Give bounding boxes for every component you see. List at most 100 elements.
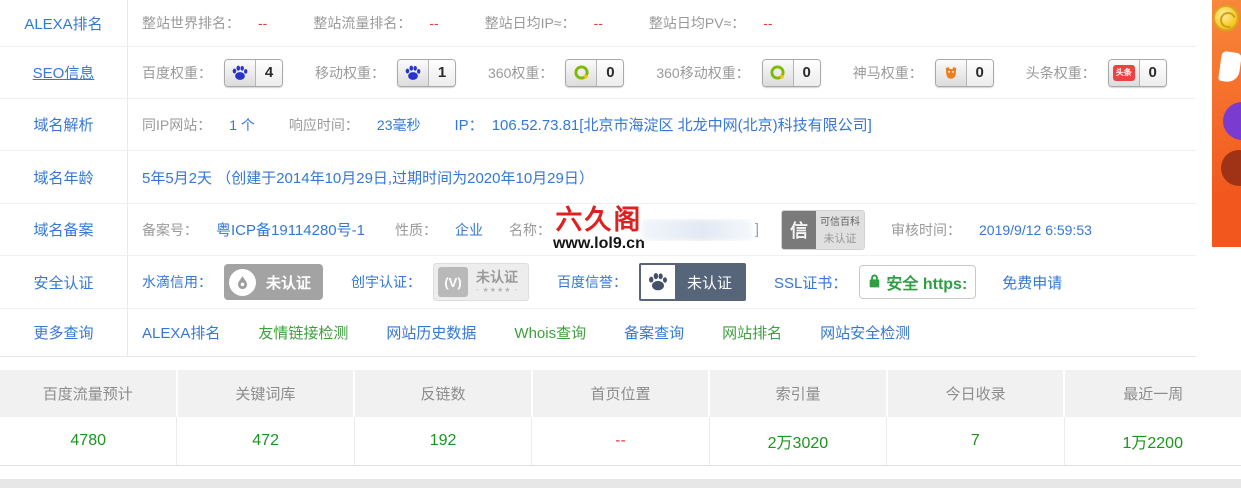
icp-number-link[interactable]: 粤ICP备19114280号-1	[216, 222, 365, 239]
row-content-alexa: 整站世界排名： -- 整站流量排名： -- 整站日均IP≈： -- 整站日均PV…	[127, 0, 1196, 46]
toutiao-weight-badge[interactable]: 头条 0	[1107, 58, 1167, 87]
badge-label: 移动权重：	[315, 64, 385, 81]
trust-encyclopedia-badge[interactable]: 信 可信百科 未认证	[781, 209, 866, 250]
field-daily-pv: 整站日均PV≈： --	[649, 13, 773, 33]
badge-label: 头条权重：	[1025, 64, 1096, 81]
val-baidu-traffic: 4780	[0, 417, 178, 465]
field-label: 审核时间：	[891, 221, 962, 238]
field-label: 整站流量排名：	[313, 15, 412, 31]
badge-mobile-weight: 移动权重： 1	[315, 58, 456, 87]
badge-value: 0	[597, 59, 624, 86]
ad-banner[interactable]	[1212, 0, 1241, 247]
shenma-weight-badge[interactable]: 0	[934, 58, 994, 87]
row-dns: 域名解析 同IP网站： 1 个 响应时间： 23毫秒 IP： 106.52.73…	[0, 99, 1196, 151]
row-content-seo: 百度权重： 4 移动权重： 1 360权重：	[127, 47, 1196, 98]
ssl-badge[interactable]: 安全 https:	[859, 265, 977, 299]
field-value: --	[429, 15, 439, 31]
baidu-weight-badge[interactable]: 4	[224, 58, 283, 87]
360-weight-badge[interactable]: 0	[565, 58, 625, 87]
field-value: 23毫秒	[376, 116, 421, 133]
baidu-paw-icon	[225, 59, 256, 86]
field-label: 整站日均IP≈：	[484, 15, 576, 31]
link-site-history[interactable]: 网站历史数据	[386, 325, 477, 342]
xin-seal-icon: 信	[782, 210, 817, 249]
val-backlinks: 192	[354, 417, 533, 465]
field-label: 同IP网站：	[142, 116, 212, 133]
field-label: 备案号：	[142, 221, 198, 238]
watermark-url: www.lol9.cn	[552, 235, 645, 252]
row-label-seo-link[interactable]: SEO信息	[32, 65, 95, 82]
mobile-weight-badge[interactable]: 1	[397, 58, 456, 87]
badge-label: 360权重：	[488, 64, 554, 81]
row-label-icp: 域名备案	[33, 222, 94, 239]
row-alexa: ALEXA排名 整站世界排名： -- 整站流量排名： -- 整站日均IP≈： -…	[0, 0, 1196, 47]
field-value: --	[763, 15, 773, 31]
field-ip-address: IP： 106.52.73.81[北京市海淀区 北龙中网(北京)科技有限公司]	[455, 114, 872, 135]
v-laurel-icon: (V)	[438, 267, 469, 297]
360-mobile-weight-badge[interactable]: 0	[761, 58, 821, 87]
val-index-volume: 2万3020	[709, 417, 888, 465]
toutiao-icon: 头条	[1108, 59, 1140, 86]
link-whois[interactable]: Whois查询	[514, 325, 587, 342]
field-value: 企业	[454, 221, 483, 238]
col-last-week: 最近一周	[1065, 370, 1241, 417]
site-info-panel: ALEXA排名 整站世界排名： -- 整站流量排名： -- 整站日均IP≈： -…	[0, 0, 1196, 357]
chuangyu-badge[interactable]: (V) 未认证 - ★★★★ -	[433, 263, 530, 301]
badge-label: 神马权重：	[852, 64, 923, 81]
shuidi-badge[interactable]: 未认证	[224, 264, 324, 300]
censored-bracket: ]	[754, 221, 760, 238]
field-value[interactable]: 1 个	[229, 116, 255, 133]
censored-company-name	[640, 218, 753, 241]
row-icp: 域名备案 备案号： 粤ICP备19114280号-1 性质： 企业 名称： 六久…	[0, 204, 1196, 256]
baidu-stats-table: 百度流量预计 关键词库 反链数 首页位置 索引量 今日收录 最近一周 4780 …	[0, 370, 1241, 466]
col-homepage-position: 首页位置	[532, 370, 711, 417]
security-label: SSL证书：	[774, 274, 848, 292]
field-value: --	[258, 15, 268, 31]
shuidi-credit: 水滴信用： 未认证	[142, 264, 324, 300]
row-label-domain-age: 域名年龄	[33, 169, 94, 187]
field-value: 2019/9/12 6:59:53	[979, 221, 1092, 238]
badge-baidu-weight: 百度权重： 4	[142, 58, 283, 87]
row-content-more: ALEXA排名 友情链接检测 网站历史数据 Whois查询 备案查询 网站排名 …	[127, 309, 1196, 356]
field-icp-number: 备案号： 粤ICP备19114280号-1	[142, 219, 365, 240]
ip-address-link[interactable]: 106.52.73.81[北京市海淀区 北龙中网(北京)科技有限公司]	[491, 117, 872, 134]
badge-value: 1	[429, 59, 455, 86]
field-daily-ip: 整站日均IP≈： --	[485, 13, 603, 33]
row-domain-age: 域名年龄 5年5月2天 （创建于2014年10月29日,过期时间为2020年10…	[0, 151, 1196, 204]
chuangyu-cert: 创宇认证： (V) 未认证 - ★★★★ -	[351, 263, 530, 301]
gold-coin-icon	[1213, 5, 1239, 31]
col-baidu-traffic: 百度流量预计	[0, 370, 178, 417]
shenma-owl-icon	[935, 59, 967, 86]
ssl-text: 安全 https:	[886, 276, 968, 293]
link-friend-links-check[interactable]: 友情链接检测	[258, 325, 349, 342]
watermark-title: 六久阁	[555, 205, 643, 235]
badge-360-mobile-weight: 360移动权重： 0	[656, 58, 821, 87]
link-icp-lookup[interactable]: 备案查询	[624, 325, 685, 342]
free-apply-link[interactable]: 免费申请	[1002, 274, 1063, 292]
row-content-security: 水滴信用： 未认证 创宇认证： (V) 未认证 - ★★★★ -	[127, 256, 1196, 308]
baidu-paw-icon	[398, 59, 429, 86]
ad-darkred-circle	[1221, 150, 1241, 186]
col-index-volume: 索引量	[710, 370, 888, 417]
badge-value: 0	[966, 59, 993, 86]
field-value: --	[593, 15, 603, 31]
watermark: 六久阁 www.lol9.cn	[553, 207, 645, 252]
col-today-indexed: 今日收录	[887, 370, 1066, 417]
row-label-more: 更多查询	[33, 325, 94, 342]
baidu-reputation-badge[interactable]: 未认证	[639, 263, 747, 301]
360-ring-icon	[762, 59, 794, 86]
row-content-icp: 备案号： 粤ICP备19114280号-1 性质： 企业 名称： 六久阁 www…	[127, 204, 1196, 255]
ad-art-shape	[1218, 50, 1241, 84]
security-label: 创宇认证：	[351, 274, 422, 290]
col-keyword-lib: 关键词库	[177, 370, 356, 417]
bottom-scrollbar-track[interactable]	[0, 479, 1241, 488]
badge-text: 未认证	[266, 274, 312, 292]
link-site-rank[interactable]: 网站排名	[722, 325, 783, 342]
link-alexa-rank[interactable]: ALEXA排名	[142, 325, 221, 342]
link-site-security-check[interactable]: 网站安全检测	[820, 325, 911, 342]
val-last-week: 1万2200	[1064, 417, 1241, 465]
badge-text: 未认证	[476, 269, 519, 285]
lock-icon	[868, 273, 881, 292]
badge-label: 360移动权重：	[656, 64, 750, 81]
security-label: 水滴信用：	[142, 274, 212, 290]
